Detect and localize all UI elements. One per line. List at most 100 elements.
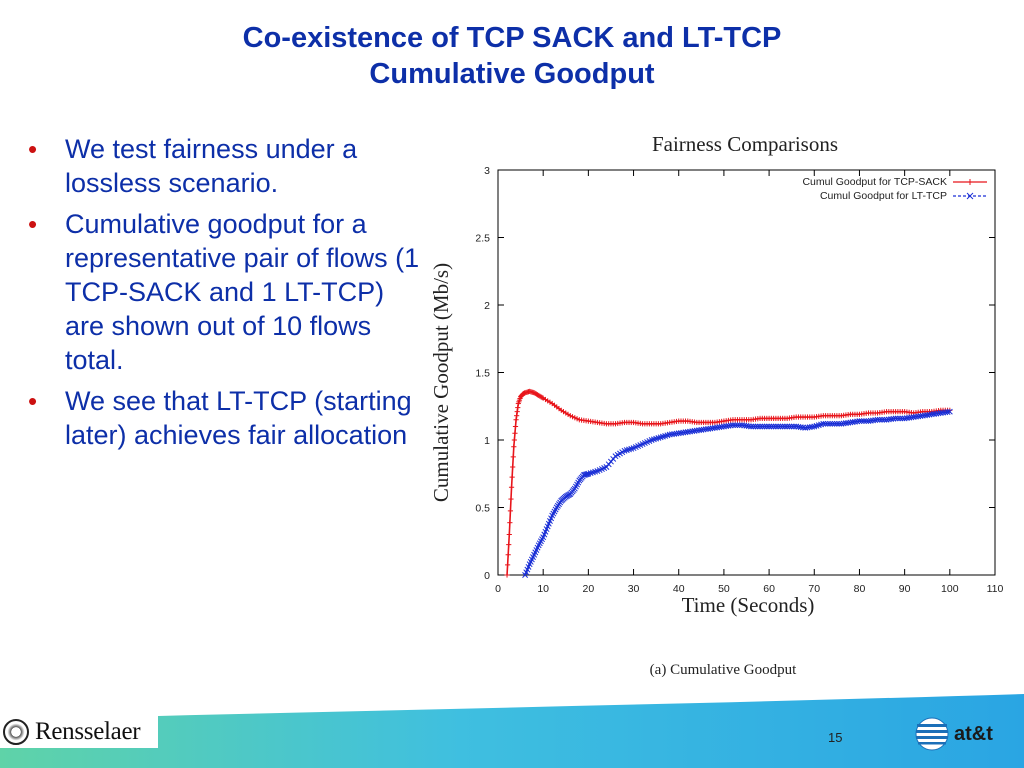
data-point-tcp-sack [512, 430, 518, 436]
data-point-lt-tcp [829, 420, 836, 427]
data-point-lt-tcp [775, 423, 782, 430]
data-point-tcp-sack [514, 409, 520, 415]
data-point-lt-tcp [779, 423, 786, 430]
footer-wave [0, 694, 1024, 768]
x-tick-label: 100 [941, 583, 959, 595]
data-point-lt-tcp [827, 420, 834, 427]
data-point-lt-tcp [872, 417, 879, 424]
bullet-item: • We test fairness under a lossless scen… [28, 132, 423, 200]
data-point-tcp-sack [505, 552, 511, 558]
data-point-lt-tcp [781, 423, 788, 430]
data-point-lt-tcp [899, 415, 906, 422]
legend-marker [967, 179, 973, 185]
x-tick-label: 20 [583, 583, 595, 595]
bullet-text: We test fairness under a lossless scenar… [65, 134, 358, 198]
data-point-lt-tcp [800, 424, 806, 431]
axis-ticks: 0 10 20 30 40 50 60 70 80 90 100 110 0 0.5 1 1.5 2 2.5 3 [475, 165, 1003, 595]
chart-caption: (a) Cumulative Goodput [650, 662, 797, 678]
data-point-tcp-sack [513, 417, 519, 423]
data-point-lt-tcp [856, 418, 863, 425]
data-point-tcp-sack [506, 542, 512, 548]
data-point-tcp-sack [574, 416, 580, 422]
series-line-lt-tcp [524, 410, 950, 576]
data-point-lt-tcp [944, 409, 951, 415]
data-point-tcp-sack [508, 496, 514, 502]
x-tick-label: 90 [899, 583, 911, 595]
bullet-item: • We see that LT-TCP (starting later) ac… [28, 384, 423, 452]
data-point-lt-tcp [784, 423, 791, 430]
data-point-lt-tcp [772, 423, 779, 430]
y-axis-label: Cumulative Goodput (Mb/s) [429, 263, 453, 502]
footer-band [0, 694, 1024, 768]
data-point-lt-tcp [879, 416, 885, 423]
x-tick-label: 60 [763, 583, 775, 595]
x-tick-label: 10 [537, 583, 549, 595]
data-point-lt-tcp [748, 423, 754, 430]
bullet-dot-icon: • [28, 134, 38, 164]
data-point-lt-tcp [752, 423, 759, 430]
data-point-lt-tcp [876, 416, 883, 423]
data-point-tcp-sack [515, 405, 521, 411]
data-point-lt-tcp [584, 471, 591, 478]
slide-title-line1: Co-existence of TCP SACK and LT-TCP [242, 22, 782, 54]
x-tick-label: 50 [718, 583, 730, 595]
x-tick-label: 80 [854, 583, 866, 595]
x-axis-label: Time (Seconds) [682, 593, 815, 617]
data-point-lt-tcp [786, 423, 793, 430]
data-point-tcp-sack [567, 413, 573, 419]
plot-frame [497, 169, 996, 576]
fairness-chart: Fairness Comparisons 0 10 20 30 40 50 60 70 80 90… [429, 132, 1004, 678]
data-point-tcp-sack [506, 531, 512, 538]
bullet-item: • Cumulative goodput for a representativ… [28, 207, 423, 377]
y-tick-label: 0 [484, 570, 490, 582]
data-point-lt-tcp [766, 423, 773, 430]
data-point-lt-tcp [732, 422, 739, 429]
data-point-lt-tcp [833, 420, 840, 427]
data-point-lt-tcp [790, 423, 797, 430]
data-point-lt-tcp [892, 415, 899, 422]
data-point-tcp-sack [507, 520, 513, 526]
chart-title: Fairness Comparisons [652, 132, 838, 156]
data-point-tcp-sack [539, 394, 545, 401]
data-point-lt-tcp [874, 416, 881, 423]
data-point-lt-tcp [822, 420, 829, 427]
data-point-tcp-sack [572, 415, 578, 421]
bullet-text: Cumulative goodput for a representative … [65, 209, 420, 375]
att-globe-icon [915, 717, 949, 751]
data-point-tcp-sack [507, 508, 514, 514]
data-point-lt-tcp [890, 415, 897, 422]
data-point-tcp-sack [511, 444, 517, 450]
x-tick-label: 0 [495, 583, 501, 595]
data-point-lt-tcp [836, 420, 843, 427]
data-point-tcp-sack [514, 413, 520, 419]
data-point-lt-tcp [824, 420, 831, 427]
data-point-lt-tcp [734, 422, 741, 429]
data-point-lt-tcp [897, 415, 904, 422]
data-point-lt-tcp [854, 418, 861, 425]
data-point-lt-tcp [894, 415, 901, 422]
data-point-tcp-sack [509, 474, 515, 480]
data-point-lt-tcp [750, 423, 757, 430]
data-point-tcp-sack [504, 572, 510, 578]
data-point-lt-tcp [761, 423, 768, 430]
data-point-lt-tcp [745, 423, 752, 430]
data-point-lt-tcp [809, 423, 815, 430]
data-point-lt-tcp [754, 423, 761, 430]
data-point-tcp-sack [510, 454, 516, 460]
data-point-tcp-sack [512, 423, 519, 430]
chart-legend: Cumul Goodput for TCP-SACK Cumul Goodput… [802, 176, 987, 202]
data-point-tcp-sack [508, 484, 515, 490]
legend-marker [966, 192, 974, 200]
data-point-lt-tcp [831, 420, 838, 427]
legend-label-tcp-sack: Cumul Goodput for TCP-SACK [802, 176, 947, 188]
y-tick-label: 2.5 [475, 233, 490, 245]
data-point-lt-tcp [768, 423, 775, 430]
att-logo: at&t [914, 716, 993, 752]
y-tick-label: 1 [484, 435, 490, 447]
data-point-lt-tcp [863, 418, 870, 425]
rensselaer-logo: Rensselaer [0, 716, 158, 748]
att-logo-text: at&t [954, 722, 993, 745]
x-tick-label: 40 [673, 583, 685, 595]
data-point-lt-tcp [858, 418, 865, 425]
x-tick-label: 110 [987, 583, 1004, 595]
